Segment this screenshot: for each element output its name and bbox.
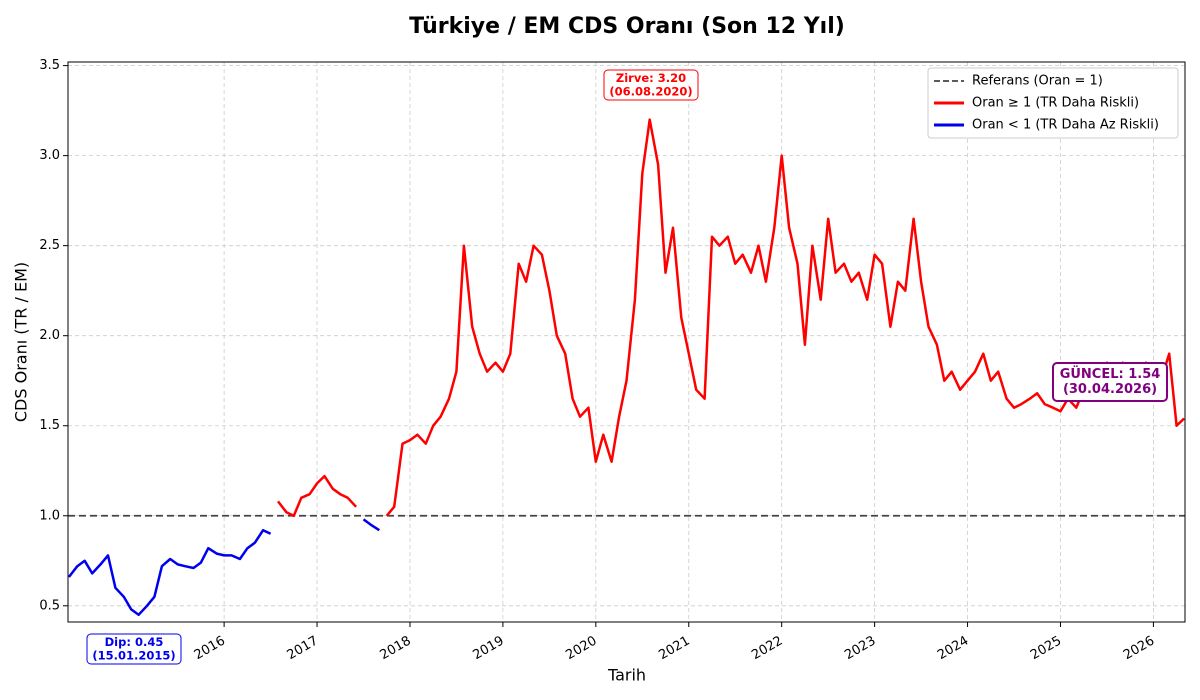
annotation: Zirve: 3.20(06.08.2020)	[603, 69, 699, 101]
legend-label: Oran ≥ 1 (TR Daha Riskli)	[972, 96, 1139, 111]
series-line	[67, 518, 380, 617]
legend-label: Oran < 1 (TR Daha Az Riskli)	[972, 118, 1159, 133]
annotation-text: Zirve: 3.20	[616, 71, 686, 85]
y-axis-label: CDS Oranı (TR / EM)	[12, 262, 31, 422]
annotation-text: (06.08.2020)	[609, 84, 692, 98]
x-tick-label: 2023	[842, 634, 878, 664]
annotation-box	[1052, 362, 1168, 402]
y-tick-label: 0.5	[39, 598, 60, 613]
annotation: Dip: 0.45(15.01.2015)	[86, 633, 182, 665]
annotation: GÜNCEL: 1.54(30.04.2026)	[1052, 362, 1168, 402]
legend-label: Referans (Oran = 1)	[972, 74, 1103, 89]
y-tick-label: 2.0	[39, 328, 60, 343]
x-tick-label: 2024	[935, 634, 971, 664]
y-tick-label: 1.0	[39, 508, 60, 523]
y-tick-label: 2.5	[39, 238, 60, 253]
annotation-text: (15.01.2015)	[92, 648, 175, 662]
plot-frame	[67, 61, 1186, 623]
annotation-text: (30.04.2026)	[1063, 382, 1157, 397]
legend-box	[927, 67, 1179, 139]
y-tick-label: 1.5	[39, 418, 60, 433]
x-tick-label: 2018	[378, 634, 414, 664]
y-tick-label: 3.0	[39, 148, 60, 163]
x-tick-label: 2016	[192, 634, 228, 664]
chart-title: Türkiye / EM CDS Oranı (Son 12 Yıl)	[409, 14, 845, 39]
x-tick-label: 2020	[563, 634, 599, 664]
x-axis-label: Tarih	[607, 666, 646, 685]
annotation-box	[603, 69, 699, 101]
x-tick-label: 2022	[749, 634, 785, 664]
x-tick-label: 2025	[1028, 634, 1064, 664]
x-tick-label: 2026	[1121, 634, 1157, 664]
series-line	[277, 118, 1185, 518]
y-tick-label: 3.5	[39, 58, 60, 73]
legend: Referans (Oran = 1) Oran ≥ 1 (TR Daha Ris…	[927, 67, 1179, 139]
x-tick-label: 2017	[285, 634, 321, 664]
annotation-text: Dip: 0.45	[105, 635, 164, 649]
x-tick-label: 2021	[656, 634, 692, 664]
annotation-text: GÜNCEL: 1.54	[1060, 366, 1161, 382]
annotation-box	[86, 633, 182, 665]
x-tick-label: 2019	[470, 634, 506, 664]
